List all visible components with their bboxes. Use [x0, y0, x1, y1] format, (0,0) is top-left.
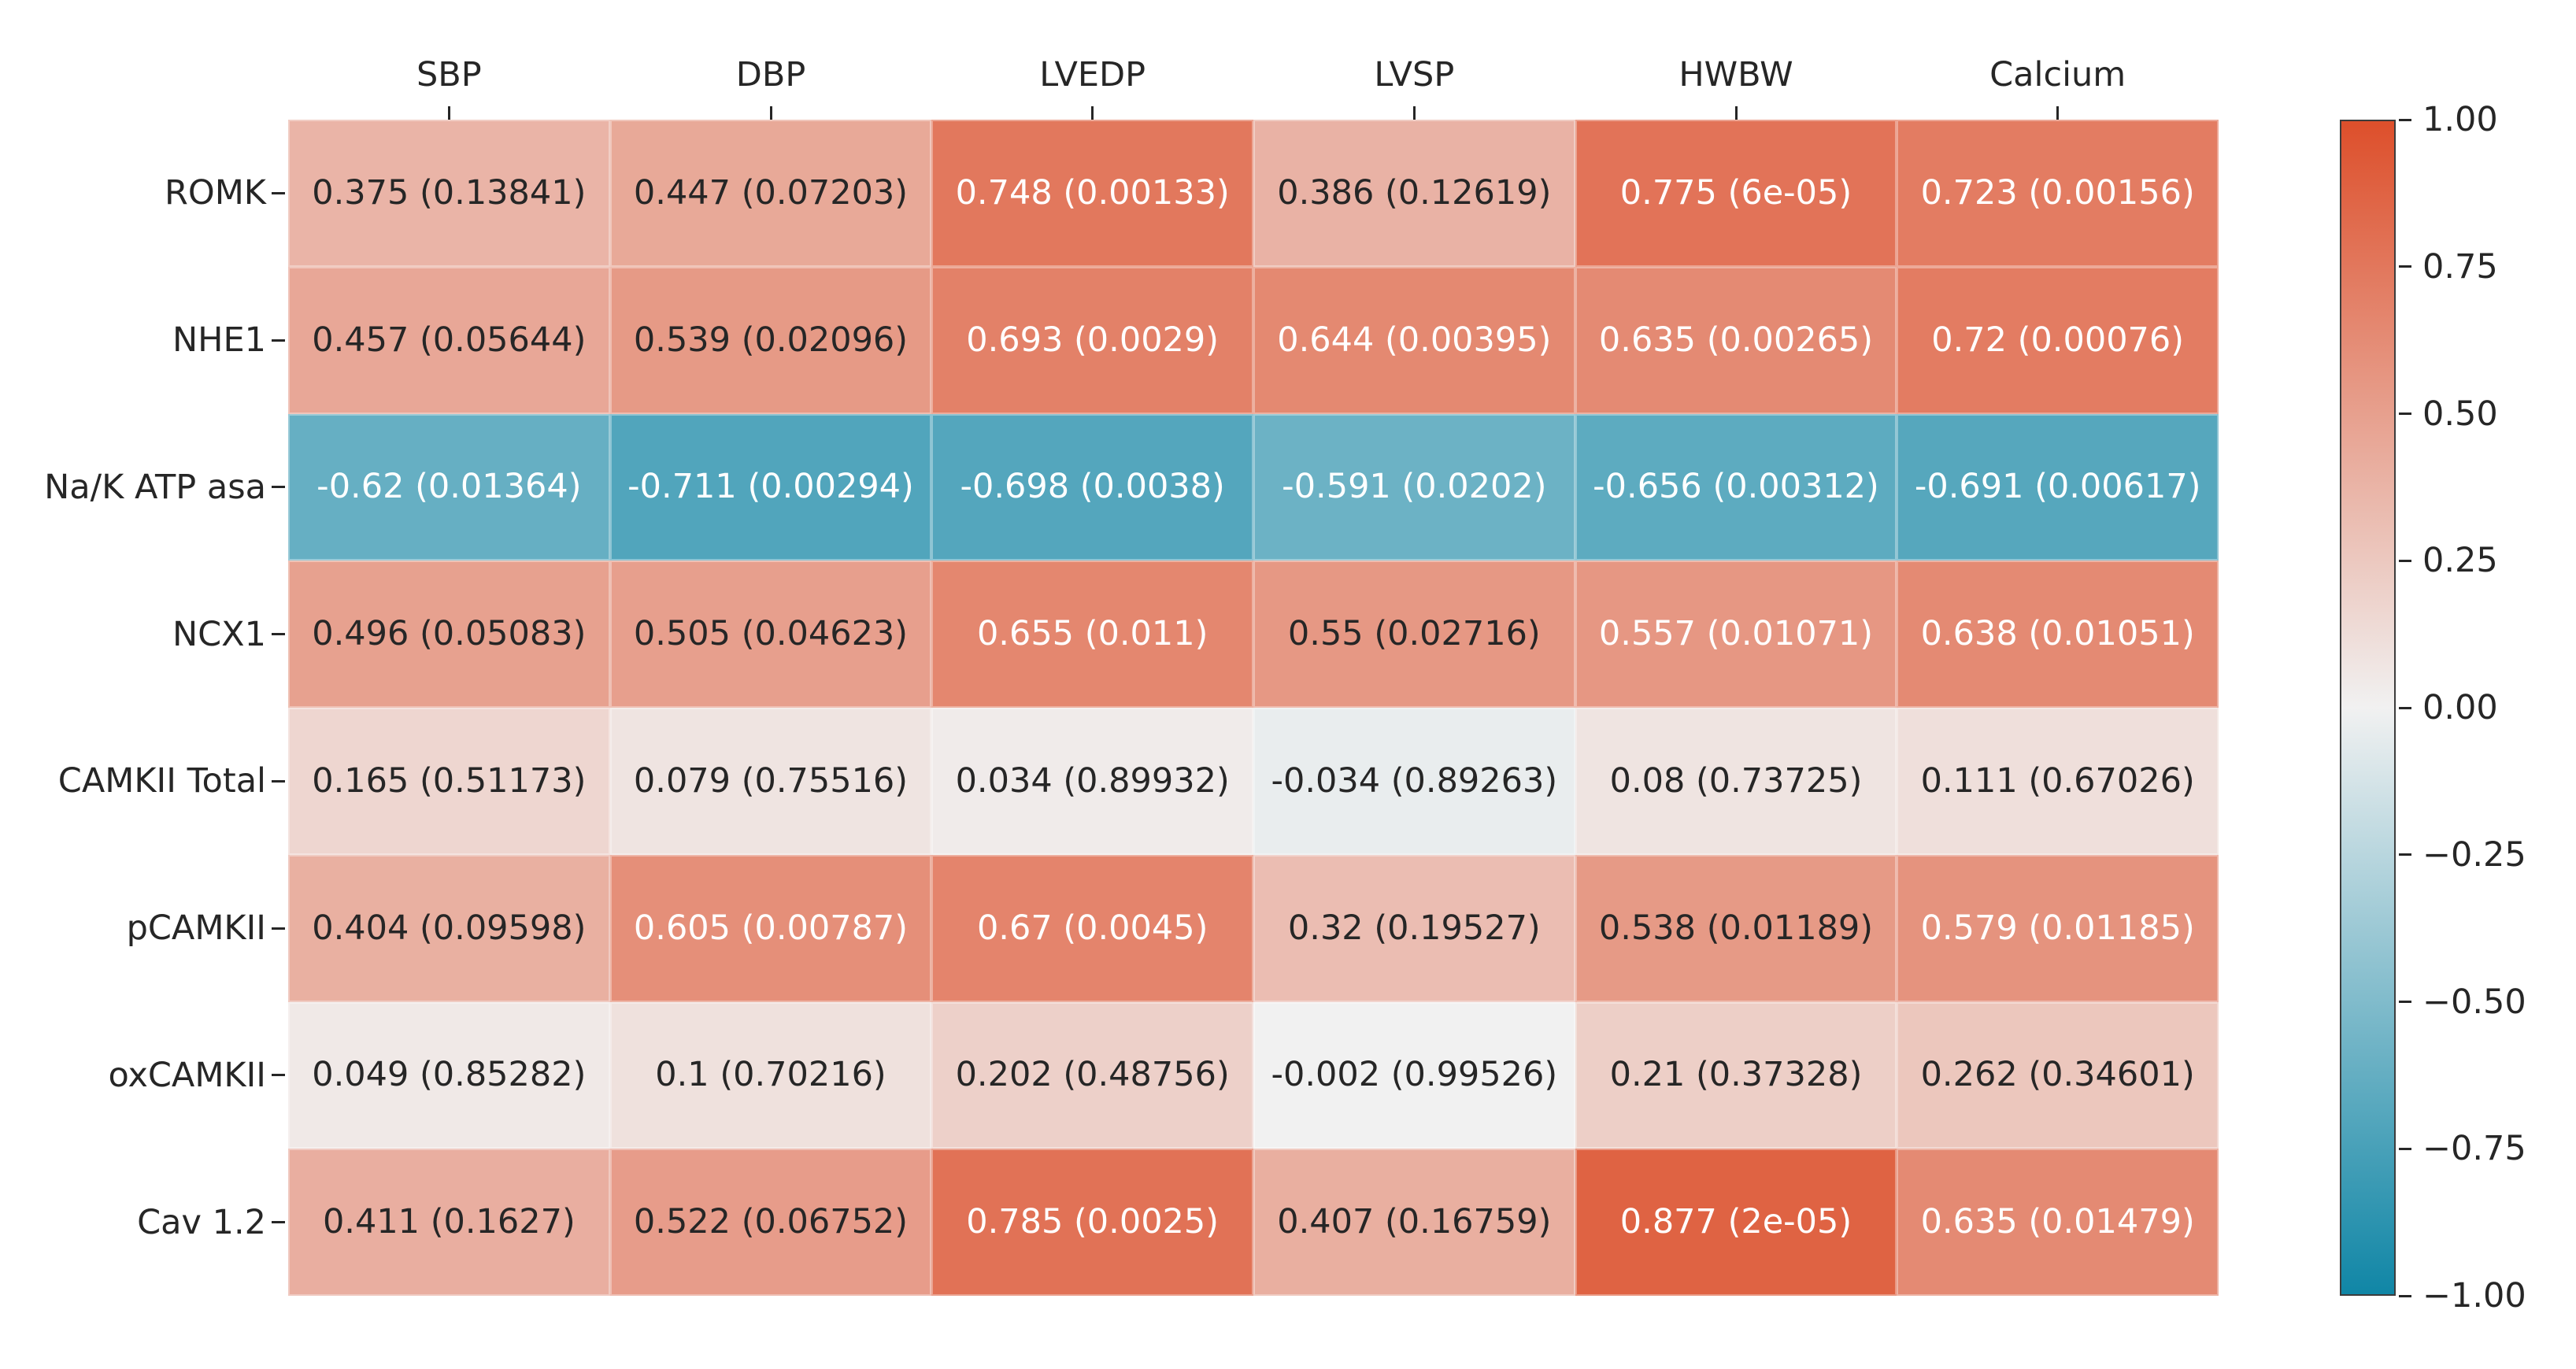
colorbar-tick-label: 0.00	[2422, 688, 2498, 727]
heatmap-cell: 0.111 (0.67026)	[1897, 708, 2219, 855]
heatmap-cell: 0.447 (0.07203)	[609, 120, 932, 267]
column-label: HWBW	[1678, 55, 1793, 94]
heatmap-cell: 0.638 (0.01051)	[1897, 561, 2219, 708]
row-label: ROMK	[164, 173, 266, 213]
heatmap-cell: -0.591 (0.0202)	[1253, 413, 1575, 561]
column-label: LVEDP	[1039, 55, 1146, 94]
heatmap-cell: 0.67 (0.0045)	[931, 854, 1253, 1002]
row-label: oxCAMKII	[108, 1055, 266, 1095]
heatmap-cell: 0.32 (0.19527)	[1253, 854, 1575, 1002]
heatmap-cell: 0.496 (0.05083)	[288, 561, 610, 708]
row-tick-mark	[272, 1074, 285, 1077]
row-label: Na/K ATP asa	[44, 467, 266, 507]
heatmap-cell: 0.538 (0.01189)	[1575, 854, 1897, 1002]
colorbar-tick-label: −0.50	[2422, 982, 2526, 1022]
colorbar-tick-mark	[2399, 706, 2411, 709]
row-tick-mark	[272, 339, 285, 342]
heatmap-cell: 0.785 (0.0025)	[931, 1149, 1253, 1296]
heatmap-cell: 0.21 (0.37328)	[1575, 1001, 1897, 1149]
heatmap-cell: 0.411 (0.1627)	[288, 1149, 610, 1296]
row-label: NCX1	[172, 614, 266, 654]
row-label: Cav 1.2	[137, 1202, 266, 1242]
heatmap-cell: 0.034 (0.89932)	[931, 708, 1253, 855]
heatmap-cell: 0.1 (0.70216)	[609, 1001, 932, 1149]
heatmap-cell: -0.711 (0.00294)	[609, 413, 932, 561]
colorbar-tick-label: −0.25	[2422, 834, 2526, 875]
heatmap-cell: 0.55 (0.02716)	[1253, 561, 1575, 708]
row-label: CAMKII Total	[57, 761, 266, 801]
colorbar-tick-mark	[2399, 1001, 2411, 1003]
heatmap-cell: 0.72 (0.00076)	[1897, 266, 2219, 414]
column-tick-mark	[1412, 106, 1416, 120]
heatmap-grid: 0.375 (0.13841) 0.447 (0.07203) 0.748 (0.0…	[288, 120, 2219, 1296]
colorbar-tick-label: −1.00	[2422, 1276, 2526, 1315]
row-tick-mark	[272, 191, 285, 194]
heatmap-cell: -0.698 (0.0038)	[931, 413, 1253, 561]
heatmap-cell: 0.049 (0.85282)	[288, 1001, 610, 1149]
heatmap-cell: 0.404 (0.09598)	[288, 854, 610, 1002]
row-tick-mark	[272, 486, 285, 489]
colorbar-tick-mark	[2399, 118, 2411, 121]
heatmap-cell: 0.407 (0.16759)	[1253, 1149, 1575, 1296]
column-tick-mark	[2056, 106, 2060, 120]
column-tick-mark	[769, 106, 772, 120]
colorbar-gradient	[2340, 120, 2396, 1296]
colorbar-tick-mark	[2399, 413, 2411, 415]
column-tick-mark	[447, 106, 450, 120]
heatmap-cell: 0.579 (0.01185)	[1897, 854, 2219, 1002]
colorbar-tick-label: 0.50	[2422, 394, 2498, 434]
row-tick-mark	[272, 1221, 285, 1224]
colorbar-tick-mark	[2399, 1147, 2411, 1150]
colorbar-tick-label: −0.75	[2422, 1129, 2526, 1169]
column-label: DBP	[735, 55, 806, 94]
heatmap-cell: 0.655 (0.011)	[931, 561, 1253, 708]
row-tick-mark	[272, 633, 285, 636]
colorbar-tick-label: 0.75	[2422, 246, 2498, 287]
heatmap-cell: 0.693 (0.0029)	[931, 266, 1253, 414]
heatmap-cell: 0.505 (0.04623)	[609, 561, 932, 708]
colorbar-tick-mark	[2399, 559, 2411, 562]
heatmap-cell: 0.386 (0.12619)	[1253, 120, 1575, 267]
heatmap-cell: 0.557 (0.01071)	[1575, 561, 1897, 708]
heatmap-cell: -0.002 (0.99526)	[1253, 1001, 1575, 1149]
heatmap-cell: -0.62 (0.01364)	[288, 413, 610, 561]
column-label: LVSP	[1374, 55, 1455, 94]
heatmap-cell: 0.079 (0.75516)	[609, 708, 932, 855]
row-tick-mark	[272, 927, 285, 930]
heatmap-cell: 0.877 (2e-05)	[1575, 1149, 1897, 1296]
heatmap-cell: 0.723 (0.00156)	[1897, 120, 2219, 267]
heatmap-cell: 0.635 (0.01479)	[1897, 1149, 2219, 1296]
heatmap-cell: 0.375 (0.13841)	[288, 120, 610, 267]
column-tick-mark	[1091, 106, 1094, 120]
colorbar-tick-label: 0.25	[2422, 541, 2498, 581]
heatmap-cell: 0.775 (6e-05)	[1575, 120, 1897, 267]
heatmap-cell: 0.262 (0.34601)	[1897, 1001, 2219, 1149]
heatmap-cell: -0.656 (0.00312)	[1575, 413, 1897, 561]
row-label: NHE1	[172, 320, 266, 361]
heatmap-cell: -0.691 (0.00617)	[1897, 413, 2219, 561]
heatmap-cell: 0.644 (0.00395)	[1253, 266, 1575, 414]
heatmap-cell: 0.457 (0.05644)	[288, 266, 610, 414]
colorbar-tick-mark	[2399, 265, 2411, 268]
heatmap-cell: 0.539 (0.02096)	[609, 266, 932, 414]
heatmap-cell: 0.635 (0.00265)	[1575, 266, 1897, 414]
row-tick-mark	[272, 779, 285, 783]
column-tick-mark	[1734, 106, 1738, 120]
heatmap-cell: 0.605 (0.00787)	[609, 854, 932, 1002]
colorbar-tick-label: 1.00	[2422, 100, 2498, 139]
heatmap-cell: 0.522 (0.06752)	[609, 1149, 932, 1296]
colorbar-tick-mark	[2399, 853, 2411, 857]
colorbar-tick-mark	[2399, 1294, 2411, 1297]
heatmap-cell: 0.748 (0.00133)	[931, 120, 1253, 267]
column-label: SBP	[416, 55, 482, 94]
heatmap-cell: 0.08 (0.73725)	[1575, 708, 1897, 855]
column-label: Calcium	[1989, 55, 2126, 94]
row-label: pCAMKII	[126, 908, 266, 949]
heatmap-cell: 0.165 (0.51173)	[288, 708, 610, 855]
heatmap-cell: 0.202 (0.48756)	[931, 1001, 1253, 1149]
heatmap-cell: -0.034 (0.89263)	[1253, 708, 1575, 855]
